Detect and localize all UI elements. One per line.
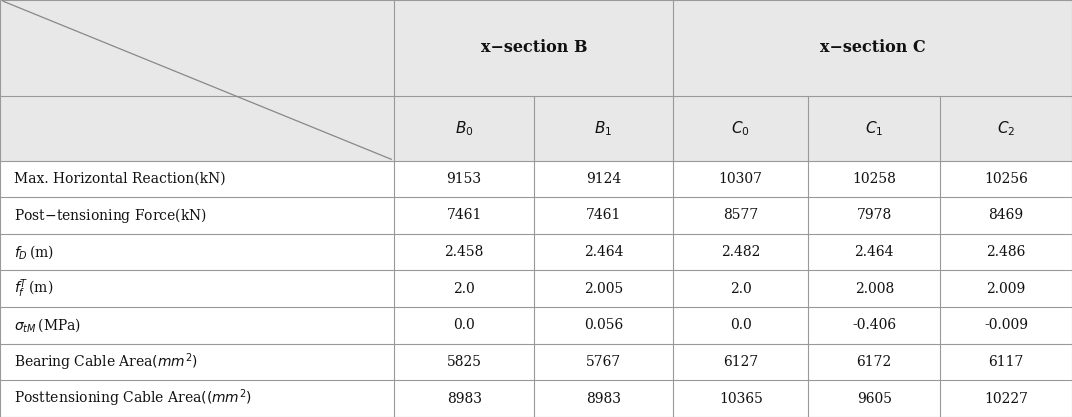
Text: Post$-$tensioning Force(kN): Post$-$tensioning Force(kN) — [14, 206, 207, 225]
Text: 8983: 8983 — [447, 392, 481, 406]
Text: $B_0$: $B_0$ — [455, 119, 474, 138]
Text: 8983: 8983 — [586, 392, 621, 406]
Text: $C_2$: $C_2$ — [997, 119, 1015, 138]
Text: $f_D\,$(m): $f_D\,$(m) — [14, 243, 54, 261]
Bar — [0, 307, 1072, 344]
Text: 7461: 7461 — [586, 208, 621, 223]
Bar — [0, 197, 1072, 234]
Text: 10256: 10256 — [984, 172, 1028, 186]
Text: 8577: 8577 — [724, 208, 758, 223]
Text: -0.406: -0.406 — [852, 319, 896, 332]
Text: -0.009: -0.009 — [984, 319, 1028, 332]
Bar — [0, 380, 1072, 417]
Text: 2.464: 2.464 — [584, 245, 623, 259]
Bar — [0, 161, 1072, 197]
Text: $B_1$: $B_1$ — [595, 119, 612, 138]
Text: $C_0$: $C_0$ — [731, 119, 750, 138]
Text: 9153: 9153 — [447, 172, 481, 186]
Text: 9124: 9124 — [586, 172, 621, 186]
Text: x−section C: x−section C — [820, 40, 925, 56]
Text: 2.482: 2.482 — [721, 245, 760, 259]
Text: 2.486: 2.486 — [986, 245, 1026, 259]
Text: 2.0: 2.0 — [730, 282, 751, 296]
Text: 7978: 7978 — [857, 208, 892, 223]
Text: 7461: 7461 — [447, 208, 481, 223]
Text: 0.056: 0.056 — [584, 319, 623, 332]
Bar — [0, 234, 1072, 271]
Text: 10227: 10227 — [984, 392, 1028, 406]
Text: 2.458: 2.458 — [445, 245, 483, 259]
Text: 10258: 10258 — [852, 172, 896, 186]
Text: 6172: 6172 — [857, 355, 892, 369]
Text: 2.005: 2.005 — [584, 282, 623, 296]
Text: Bearing Cable Area$(mm^2)$: Bearing Cable Area$(mm^2)$ — [14, 351, 197, 373]
Text: 2.009: 2.009 — [986, 282, 1026, 296]
Bar — [0, 0, 1072, 161]
Text: Max. Horizontal Reaction(kN): Max. Horizontal Reaction(kN) — [14, 172, 225, 186]
Text: 6117: 6117 — [988, 355, 1024, 369]
Text: 0.0: 0.0 — [730, 319, 751, 332]
Text: 6127: 6127 — [724, 355, 758, 369]
Text: $C_1$: $C_1$ — [865, 119, 883, 138]
Text: 2.464: 2.464 — [854, 245, 894, 259]
Text: Posttensioning Cable Area$((mm^2)$: Posttensioning Cable Area$((mm^2)$ — [14, 388, 252, 409]
Text: 5767: 5767 — [586, 355, 621, 369]
Text: 2.008: 2.008 — [854, 282, 894, 296]
Text: 5825: 5825 — [447, 355, 481, 369]
Text: 2.0: 2.0 — [453, 282, 475, 296]
Text: 10307: 10307 — [718, 172, 763, 186]
Text: 0.0: 0.0 — [453, 319, 475, 332]
Text: 10365: 10365 — [719, 392, 762, 406]
Text: 8469: 8469 — [988, 208, 1024, 223]
Text: $f_f^T\,$(m): $f_f^T\,$(m) — [14, 277, 54, 300]
Text: 9605: 9605 — [857, 392, 892, 406]
Text: $\sigma_{tM}\,$(MPa): $\sigma_{tM}\,$(MPa) — [14, 317, 81, 334]
Bar — [0, 271, 1072, 307]
Text: x−section B: x−section B — [480, 40, 587, 56]
Bar — [0, 344, 1072, 380]
